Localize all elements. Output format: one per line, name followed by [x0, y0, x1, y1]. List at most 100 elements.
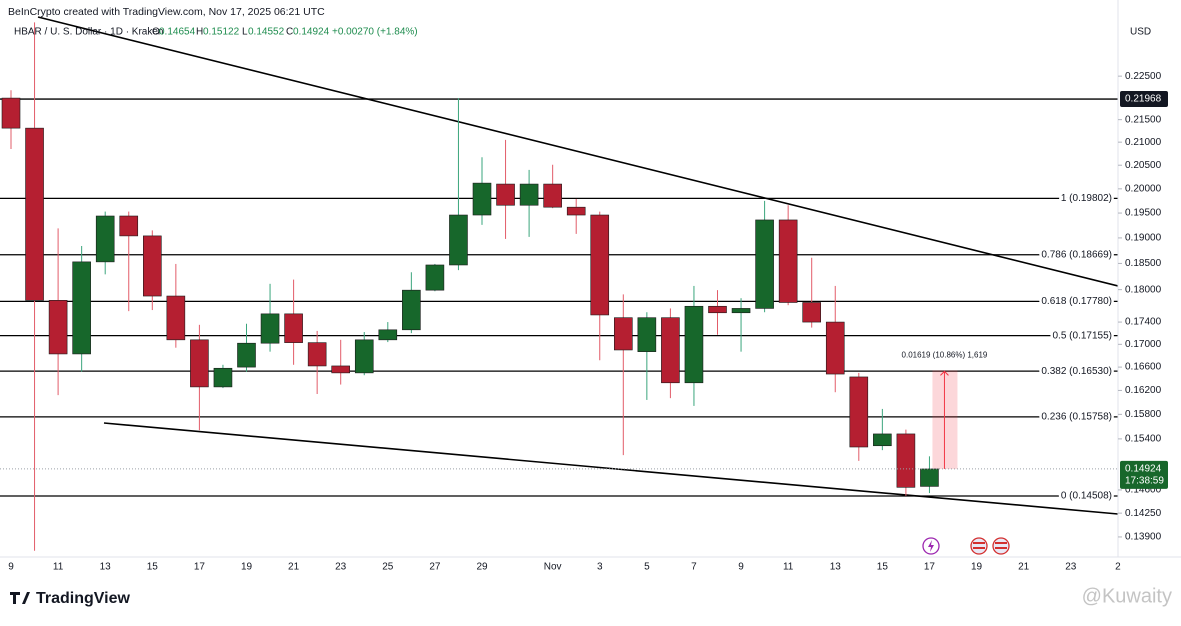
x-tick-label: 17	[194, 562, 206, 573]
candle-body	[1, 97, 21, 129]
measure-arrow-head	[940, 370, 949, 376]
candle-body	[778, 219, 798, 303]
x-tick-label: 23	[335, 562, 347, 573]
candle-body	[873, 433, 892, 447]
ohlc-label: C	[286, 27, 293, 38]
x-tick-label: 2	[1115, 562, 1121, 573]
candle-body	[731, 308, 751, 314]
candle-body	[496, 183, 515, 206]
x-tick-label: Nov	[544, 562, 562, 573]
y-tick-label: 0.16200	[1125, 385, 1162, 396]
trendline	[37, 16, 1118, 287]
ohlc-label: O	[152, 27, 160, 38]
x-tick-label: 15	[877, 562, 889, 573]
candle-body	[425, 264, 445, 291]
candle-body	[284, 313, 303, 343]
logo: TradingView	[10, 590, 131, 607]
x-tick-label: 13	[830, 562, 842, 573]
y-tick-label: 0.18000	[1125, 284, 1162, 295]
y-tick-label: 0.14600	[1125, 485, 1162, 496]
currency: USD	[1130, 27, 1151, 38]
candle-body	[661, 317, 680, 384]
y-tick-label: 0.19500	[1125, 208, 1162, 219]
event-icon	[995, 547, 1007, 549]
candle-body	[119, 215, 139, 237]
y-tick-label: 0.18500	[1125, 258, 1162, 269]
last-price-label: 0.14924	[1125, 464, 1162, 475]
candle-body	[566, 206, 586, 216]
candle-body	[378, 329, 398, 341]
x-tick-label: 13	[100, 562, 112, 573]
candle-body	[25, 127, 44, 301]
level-label: 0.786 (0.18669)	[1041, 249, 1112, 260]
candle-body	[72, 261, 91, 355]
candle-body	[331, 365, 351, 374]
symbol: HBAR / U. S. Dollar · 1D · Kraken	[14, 27, 163, 38]
y-tick-label: 0.22500	[1125, 71, 1162, 82]
candle-body	[849, 376, 869, 448]
level-label: 0.5 (0.17155)	[1053, 330, 1113, 341]
x-tick-label: 9	[738, 562, 744, 573]
event-icon	[973, 547, 985, 549]
candle-body	[402, 289, 421, 331]
candle-body	[590, 214, 610, 316]
candle-body	[190, 339, 209, 388]
plot-area	[0, 16, 1118, 551]
candle-body	[213, 367, 233, 388]
ohlc-value: 0.15122	[203, 27, 240, 38]
x-tick-label: 11	[783, 562, 794, 573]
x-tick-label: 19	[241, 562, 253, 573]
event-icon	[992, 537, 1010, 555]
x-tick-label: 25	[382, 562, 394, 573]
y-tick-label: 0.17000	[1125, 339, 1162, 350]
x-tick-label: 21	[1018, 562, 1030, 573]
price-label-box	[1120, 91, 1168, 108]
candle-body	[755, 219, 774, 309]
x-tick-label: 7	[691, 562, 697, 573]
countdown: 17:38:59	[1125, 476, 1164, 487]
event-icon	[973, 542, 985, 544]
candle-body	[449, 214, 468, 266]
level-label: 0.618 (0.17780)	[1041, 296, 1112, 307]
y-tick-label: 0.21000	[1125, 137, 1162, 148]
candle-body	[143, 235, 162, 297]
y-tick-label: 0.13900	[1125, 532, 1162, 543]
event-icon	[928, 540, 934, 552]
watermark: @Kuwaity	[1082, 585, 1172, 607]
candle-body	[48, 300, 68, 355]
candle-body	[637, 317, 657, 352]
candle-body	[166, 295, 186, 341]
candle-body	[354, 339, 374, 374]
x-tick-label: 3	[597, 562, 603, 573]
level-label: 1 (0.19802)	[1061, 193, 1112, 204]
candle-body	[920, 468, 939, 487]
candle-body	[237, 342, 256, 368]
logo-mark	[10, 592, 30, 604]
candle-body	[519, 183, 539, 206]
y-tick-label: 0.20500	[1125, 160, 1162, 171]
candle-body	[260, 313, 280, 344]
level-label: 0.382 (0.16530)	[1041, 366, 1112, 377]
x-tick-label: 17	[924, 562, 936, 573]
x-tick-label: 19	[971, 562, 983, 573]
y-tick-label: 0.21500	[1125, 114, 1162, 125]
y-tick-label: 0.20000	[1125, 183, 1162, 194]
y-tick-label: 0.19000	[1125, 233, 1162, 244]
ohlc-label: H	[196, 27, 203, 38]
x-tick-label: 23	[1065, 562, 1077, 573]
y-tick-label: 0.14250	[1125, 508, 1162, 519]
measure-label: 0.01619 (10.86%) 1,619	[902, 351, 988, 360]
level-label: 0.236 (0.15758)	[1041, 412, 1112, 423]
ohlc-value: 0.14924	[293, 27, 330, 38]
candle-body	[802, 302, 822, 323]
x-tick-label: 29	[476, 562, 488, 573]
price-label: 0.21968	[1125, 94, 1162, 105]
candle-body	[95, 215, 115, 263]
x-tick-label: 9	[8, 562, 14, 573]
ohlc-label: L	[242, 27, 248, 38]
event-icons	[922, 537, 1010, 555]
x-tick-label: 11	[53, 562, 64, 573]
candle-body	[307, 342, 327, 367]
logo-text: TradingView	[36, 590, 131, 607]
